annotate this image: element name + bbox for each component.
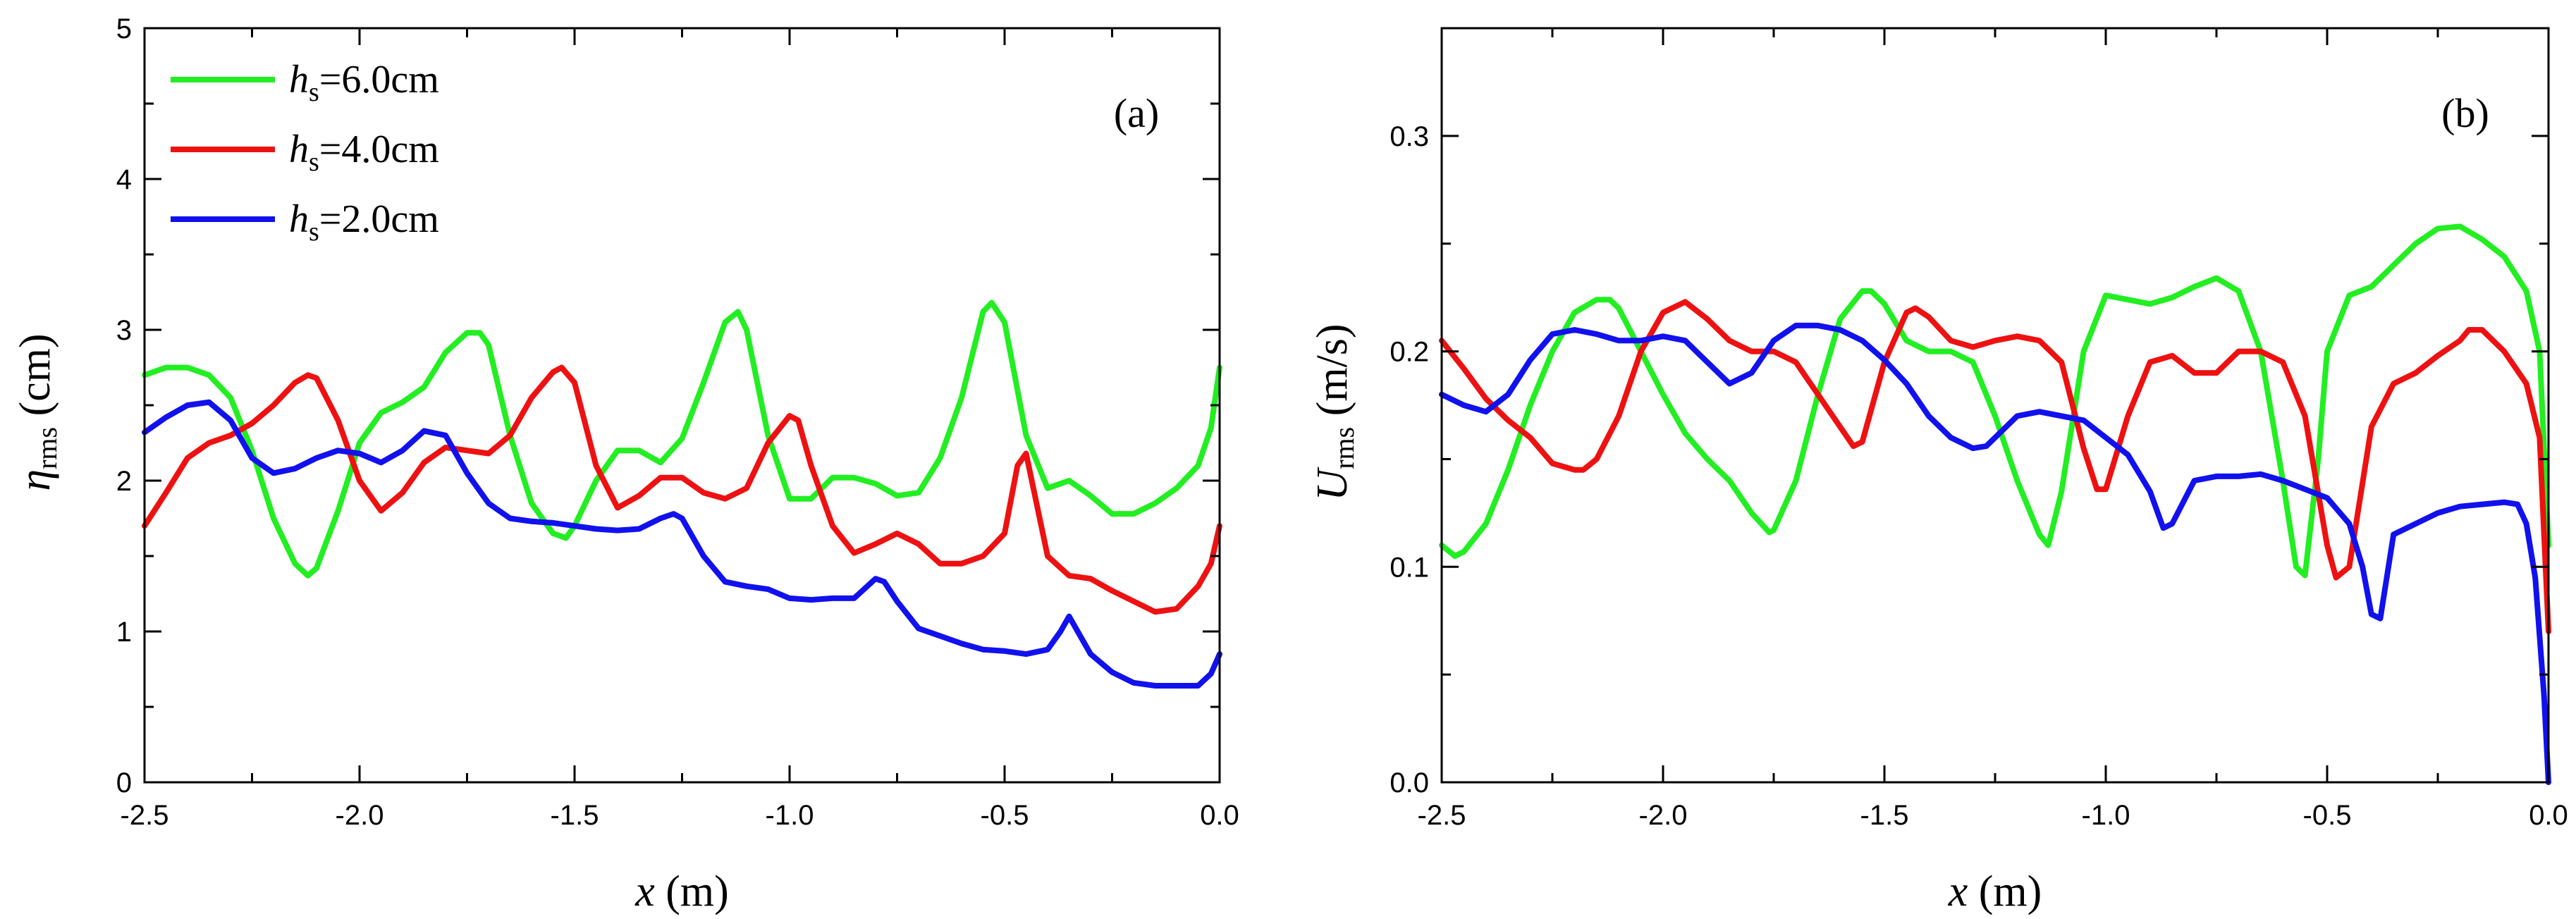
y-tick-label: 2: [116, 466, 132, 497]
legend-label-1: hs=4.0cm: [289, 128, 439, 177]
panel-b-y-axis-title: Urms (m/s): [1308, 323, 1360, 500]
x-tick-label: -1.0: [2082, 800, 2130, 831]
panel-a-tick-labels: -2.5 -2.0 -1.5 -1.0 -0.5 0.0 0 1 2 3 4 5: [116, 13, 1239, 831]
panel-a: -2.5 -2.0 -1.5 -1.0 -0.5 0.0 0 1 2 3 4 5 (a) hs=6.0…: [11, 13, 1239, 915]
panel-a-y-axis-sub: rms: [31, 427, 63, 469]
panel-a-y-axis-unit: (cm): [11, 333, 59, 416]
x-tick-label: -1.0: [766, 800, 814, 831]
panel-a-x-axis-var: x: [634, 868, 655, 915]
y-tick-label: 4: [116, 164, 132, 195]
x-tick-label: -2.5: [121, 800, 169, 831]
panel-b-tick-labels: -2.5 -2.0 -1.5 -1.0 -0.5 0.0 0.0 0.1 0.2 0.3: [1390, 121, 2568, 831]
x-tick-label: -0.5: [981, 800, 1029, 831]
y-tick-label: 3: [116, 315, 132, 346]
x-tick-label: -2.0: [336, 800, 384, 831]
x-tick-label: 0.0: [2529, 800, 2568, 831]
x-tick-label: -2.0: [1639, 800, 1688, 831]
y-tick-label: 1: [116, 617, 132, 648]
panel-b-series-2-line: [1439, 322, 2551, 785]
panel-a-series-2-line: [142, 399, 1222, 689]
panel-a-series-1-line: [142, 364, 1222, 615]
y-tick-label: 0.1: [1390, 552, 1429, 583]
panel-a-x-axis-title: x (m): [634, 868, 729, 915]
panel-a-series-0-line: [142, 300, 1222, 579]
panel-a-y-axis-title: ηrms (cm): [11, 333, 63, 491]
x-tick-label: -1.5: [551, 800, 599, 831]
panel-b-y-axis-sub: rms: [1328, 427, 1360, 469]
panel-b-series: [1439, 223, 2551, 785]
panel-b-x-axis-var: x: [1948, 868, 1968, 915]
y-tick-label: 0: [116, 767, 132, 798]
x-tick-label: -1.5: [1860, 800, 1909, 831]
panel-b-y-axis-unit: (m/s): [1308, 323, 1356, 416]
legend-label-2: hs=2.0cm: [289, 197, 439, 247]
panel-b-ticks: [1440, 27, 2550, 784]
y-tick-label: 0.2: [1390, 337, 1429, 368]
x-tick-label: -2.5: [1418, 800, 1466, 831]
panel-a-label: (a): [1114, 90, 1159, 136]
panel-b-series-1-line: [1439, 299, 2551, 634]
y-tick-label: 5: [116, 13, 132, 44]
panel-b-series-0-line: [1439, 223, 2551, 579]
legend-label-0: hs=6.0cm: [289, 58, 439, 107]
panel-a-y-axis-var: η: [11, 469, 59, 491]
x-tick-label: -0.5: [2303, 800, 2352, 831]
panel-b-y-axis-var: U: [1308, 467, 1356, 501]
panel-b-x-axis-unit: (m): [1979, 868, 2042, 915]
panel-a-ticks: [143, 27, 1221, 784]
panel-a-x-axis-unit: (m): [666, 868, 729, 915]
panel-b-label: (b): [2441, 90, 2489, 136]
panel-b: -2.5 -2.0 -1.5 -1.0 -0.5 0.00.00.10.20.3 (b) …: [1308, 27, 2568, 915]
panel-b-x-axis-title: x (m): [1948, 868, 2042, 915]
legend: hs=6.0cm hs=4.0cm hs=2.0cm: [171, 58, 439, 247]
x-tick-label: 0.0: [1200, 800, 1239, 831]
y-tick-label: 0.0: [1390, 767, 1429, 798]
y-tick-label: 0.3: [1390, 121, 1429, 152]
panel-a-series: [142, 300, 1222, 689]
